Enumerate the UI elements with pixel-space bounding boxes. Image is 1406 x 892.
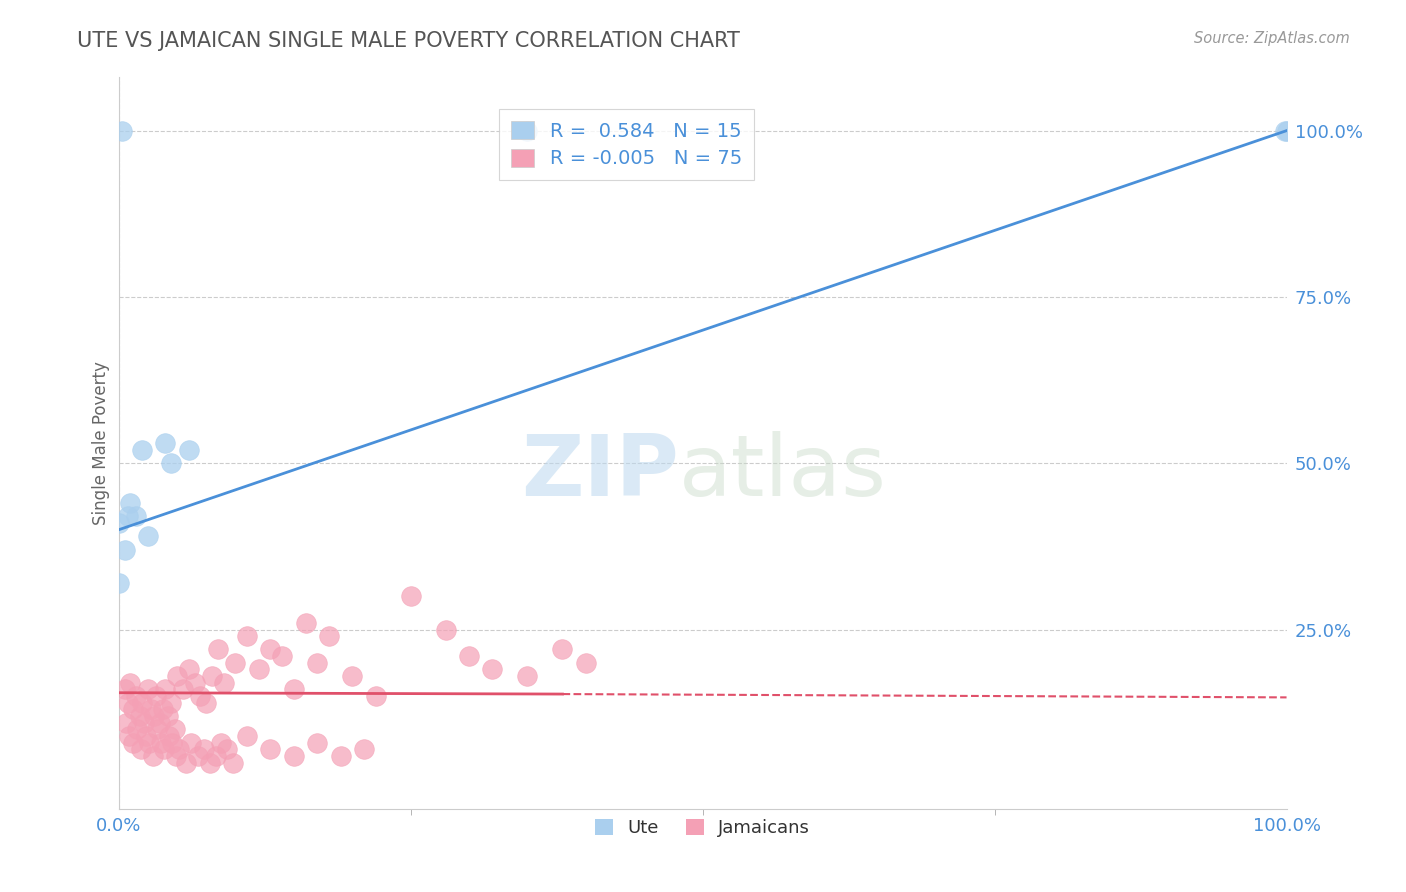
Text: atlas: atlas bbox=[679, 431, 887, 514]
Point bbox=[131, 442, 153, 457]
Point bbox=[271, 649, 294, 664]
Point bbox=[551, 642, 574, 657]
Point bbox=[212, 675, 235, 690]
Legend: Ute, Jamaicans: Ute, Jamaicans bbox=[588, 812, 817, 844]
Point bbox=[114, 715, 136, 730]
Point bbox=[117, 696, 139, 710]
Point bbox=[141, 702, 163, 716]
Point bbox=[127, 723, 149, 737]
Point bbox=[111, 123, 134, 137]
Point bbox=[516, 669, 538, 683]
Point bbox=[177, 663, 200, 677]
Text: Source: ZipAtlas.com: Source: ZipAtlas.com bbox=[1194, 31, 1350, 46]
Point bbox=[165, 748, 187, 763]
Point bbox=[118, 729, 141, 743]
Point bbox=[1274, 123, 1296, 137]
Point bbox=[307, 656, 329, 670]
Point bbox=[183, 675, 205, 690]
Point bbox=[131, 696, 153, 710]
Point bbox=[190, 689, 212, 703]
Point bbox=[152, 702, 174, 716]
Point bbox=[155, 682, 177, 697]
Point bbox=[163, 723, 186, 737]
Point bbox=[121, 702, 143, 716]
Point bbox=[120, 496, 142, 510]
Point bbox=[148, 715, 170, 730]
Point bbox=[162, 736, 184, 750]
Point bbox=[207, 642, 229, 657]
Point bbox=[575, 656, 598, 670]
Point bbox=[121, 736, 143, 750]
Point bbox=[107, 516, 129, 530]
Point bbox=[155, 436, 177, 450]
Point bbox=[129, 742, 152, 756]
Point bbox=[120, 675, 142, 690]
Point bbox=[259, 742, 281, 756]
Point bbox=[201, 669, 224, 683]
Point bbox=[259, 642, 281, 657]
Point bbox=[136, 529, 159, 543]
Text: ZIP: ZIP bbox=[522, 431, 679, 514]
Point bbox=[364, 689, 387, 703]
Point bbox=[176, 756, 198, 770]
Point bbox=[172, 682, 194, 697]
Point bbox=[516, 123, 538, 137]
Point bbox=[146, 723, 169, 737]
Point bbox=[224, 656, 246, 670]
Point bbox=[193, 742, 215, 756]
Point bbox=[125, 509, 148, 524]
Point bbox=[458, 649, 481, 664]
Point bbox=[138, 736, 160, 750]
Point bbox=[134, 715, 156, 730]
Point bbox=[169, 742, 191, 756]
Point bbox=[141, 748, 163, 763]
Point bbox=[160, 456, 183, 470]
Point bbox=[217, 742, 239, 756]
Point bbox=[166, 669, 188, 683]
Point bbox=[222, 756, 245, 770]
Point bbox=[236, 729, 259, 743]
Point bbox=[198, 756, 221, 770]
Point bbox=[204, 748, 226, 763]
Point bbox=[145, 689, 167, 703]
Point bbox=[209, 736, 232, 750]
Point bbox=[114, 682, 136, 697]
Point bbox=[114, 542, 136, 557]
Point bbox=[157, 729, 180, 743]
Point bbox=[318, 629, 340, 643]
Text: UTE VS JAMAICAN SINGLE MALE POVERTY CORRELATION CHART: UTE VS JAMAICAN SINGLE MALE POVERTY CORR… bbox=[77, 31, 740, 51]
Y-axis label: Single Male Poverty: Single Male Poverty bbox=[93, 361, 110, 525]
Point bbox=[342, 669, 364, 683]
Point bbox=[125, 689, 148, 703]
Point bbox=[153, 742, 176, 756]
Point bbox=[283, 682, 305, 697]
Point bbox=[177, 442, 200, 457]
Point bbox=[135, 729, 157, 743]
Point bbox=[399, 589, 422, 603]
Point bbox=[195, 696, 218, 710]
Point bbox=[128, 709, 150, 723]
Point bbox=[434, 623, 457, 637]
Point bbox=[353, 742, 375, 756]
Point bbox=[136, 682, 159, 697]
Point bbox=[329, 748, 352, 763]
Point bbox=[283, 748, 305, 763]
Point bbox=[481, 663, 503, 677]
Point bbox=[160, 696, 183, 710]
Point bbox=[180, 736, 202, 750]
Point bbox=[142, 709, 165, 723]
Point bbox=[156, 709, 179, 723]
Point bbox=[236, 629, 259, 643]
Point bbox=[149, 736, 172, 750]
Point bbox=[1275, 123, 1298, 137]
Point bbox=[117, 509, 139, 524]
Point bbox=[247, 663, 270, 677]
Point bbox=[107, 576, 129, 591]
Point bbox=[307, 736, 329, 750]
Point bbox=[294, 615, 316, 630]
Point bbox=[187, 748, 209, 763]
